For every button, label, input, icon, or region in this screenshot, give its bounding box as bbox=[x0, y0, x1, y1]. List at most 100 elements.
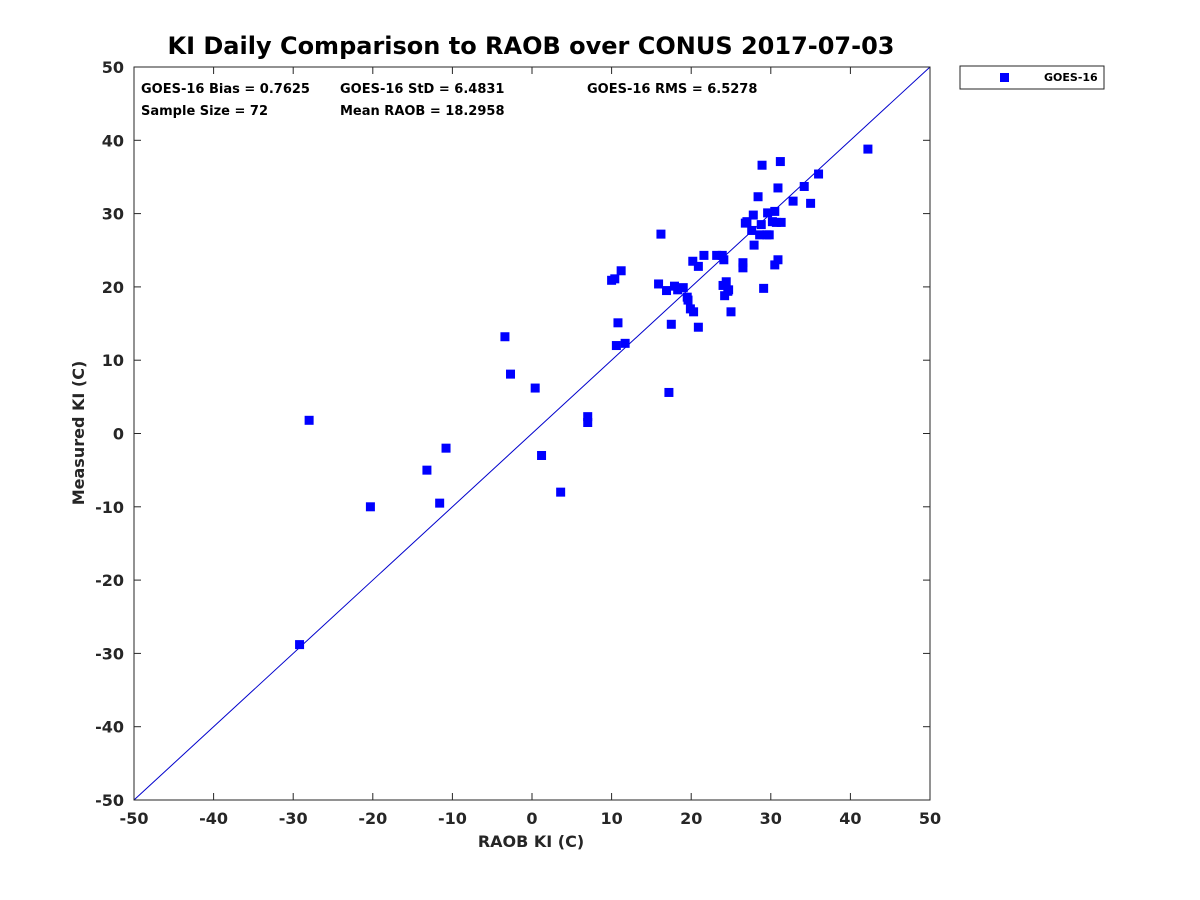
data-point bbox=[742, 217, 752, 227]
data-point bbox=[776, 217, 786, 227]
data-point bbox=[693, 261, 703, 271]
data-point bbox=[693, 322, 703, 332]
data-point bbox=[662, 286, 672, 296]
x-tick-label: 20 bbox=[680, 809, 702, 828]
data-point bbox=[365, 502, 375, 512]
data-point bbox=[683, 295, 693, 305]
data-point bbox=[764, 230, 774, 240]
chart-title: KI Daily Comparison to RAOB over CONUS 2… bbox=[168, 32, 895, 60]
stat-rms: GOES-16 RMS = 6.5278 bbox=[587, 82, 757, 97]
x-tick-label: -40 bbox=[199, 809, 228, 828]
data-point bbox=[506, 369, 516, 379]
legend-marker-square bbox=[1000, 73, 1009, 82]
stat-sample-size: Sample Size = 72 bbox=[141, 104, 268, 119]
y-tick-label: 0 bbox=[113, 425, 124, 444]
data-point bbox=[666, 319, 676, 329]
data-point bbox=[749, 240, 759, 250]
data-point bbox=[583, 418, 593, 428]
data-point bbox=[610, 274, 620, 284]
data-point bbox=[753, 192, 763, 202]
data-point bbox=[611, 341, 621, 351]
y-tick-label: 20 bbox=[102, 278, 124, 297]
data-point bbox=[788, 196, 798, 206]
data-point bbox=[422, 465, 432, 475]
data-point bbox=[500, 332, 510, 342]
data-point bbox=[755, 230, 765, 240]
one-to-one-line-group bbox=[133, 66, 931, 801]
data-point bbox=[771, 217, 781, 227]
data-point bbox=[773, 255, 783, 265]
data-point bbox=[721, 277, 731, 287]
data-point bbox=[775, 157, 785, 167]
data-point bbox=[814, 169, 824, 179]
y-tick-label: -30 bbox=[95, 644, 124, 663]
data-point bbox=[441, 443, 451, 453]
y-tick-label: -40 bbox=[95, 718, 124, 737]
x-tick-label: 0 bbox=[526, 809, 537, 828]
data-point bbox=[537, 450, 547, 460]
y-tick-label: 50 bbox=[102, 58, 124, 77]
stat-mean-raob: Mean RAOB = 18.2958 bbox=[340, 104, 505, 119]
x-axis: -50 -40 -30 -20 -10 0 10 20 30 40 50 bbox=[120, 67, 941, 828]
x-tick-label: 10 bbox=[600, 809, 622, 828]
y-tick-label: -50 bbox=[95, 791, 124, 810]
data-point bbox=[747, 225, 757, 235]
data-point bbox=[435, 498, 445, 508]
data-point bbox=[656, 229, 666, 239]
y-tick-label: -10 bbox=[95, 498, 124, 517]
x-tick-label: -30 bbox=[279, 809, 308, 828]
data-point bbox=[664, 387, 674, 397]
x-tick-label: -20 bbox=[358, 809, 387, 828]
stat-bias: GOES-16 Bias = 0.7625 bbox=[141, 82, 310, 97]
y-tick-label: 10 bbox=[102, 351, 124, 370]
data-point bbox=[530, 383, 540, 393]
legend-box bbox=[959, 65, 1105, 90]
data-point bbox=[616, 266, 626, 276]
data-point bbox=[556, 487, 566, 497]
data-point bbox=[295, 640, 305, 650]
data-point bbox=[689, 307, 699, 317]
data-point bbox=[719, 255, 729, 265]
data-point bbox=[863, 144, 873, 154]
data-point bbox=[770, 206, 780, 216]
data-point bbox=[770, 260, 780, 270]
data-point bbox=[699, 250, 709, 260]
data-point bbox=[688, 256, 698, 266]
data-point bbox=[763, 208, 773, 218]
x-tick-label: -10 bbox=[438, 809, 467, 828]
data-point bbox=[759, 283, 769, 293]
data-point bbox=[620, 338, 630, 348]
y-axis-label: Measured KI (C) bbox=[69, 361, 88, 506]
data-point bbox=[756, 220, 766, 230]
legend: GOES-16 bbox=[959, 65, 1105, 90]
data-point bbox=[738, 263, 748, 273]
data-point bbox=[726, 307, 736, 317]
data-point bbox=[799, 181, 809, 191]
y-tick-label: 30 bbox=[102, 205, 124, 224]
y-axis: -50 -40 -30 -20 -10 0 10 20 30 40 50 bbox=[95, 58, 930, 810]
data-point bbox=[673, 285, 683, 295]
x-axis-label: RAOB KI (C) bbox=[478, 832, 584, 851]
data-point bbox=[613, 318, 623, 328]
x-tick-label: 40 bbox=[839, 809, 861, 828]
y-tick-label: 40 bbox=[102, 131, 124, 150]
one-to-one-line bbox=[133, 66, 931, 801]
x-tick-label: 50 bbox=[919, 809, 941, 828]
data-point bbox=[773, 183, 783, 193]
data-point bbox=[712, 250, 722, 260]
data-points bbox=[295, 144, 873, 650]
y-tick-label: -20 bbox=[95, 571, 124, 590]
data-point bbox=[738, 258, 748, 268]
data-point bbox=[654, 279, 664, 289]
legend-label: GOES-16 bbox=[1044, 71, 1098, 84]
data-point bbox=[757, 160, 767, 170]
data-point bbox=[724, 285, 734, 295]
x-tick-label: 30 bbox=[760, 809, 782, 828]
stat-std: GOES-16 StD = 6.4831 bbox=[340, 82, 504, 97]
data-point bbox=[806, 198, 816, 208]
data-point bbox=[583, 412, 593, 422]
data-point bbox=[304, 415, 314, 425]
data-point bbox=[678, 283, 688, 293]
data-point bbox=[748, 210, 758, 220]
